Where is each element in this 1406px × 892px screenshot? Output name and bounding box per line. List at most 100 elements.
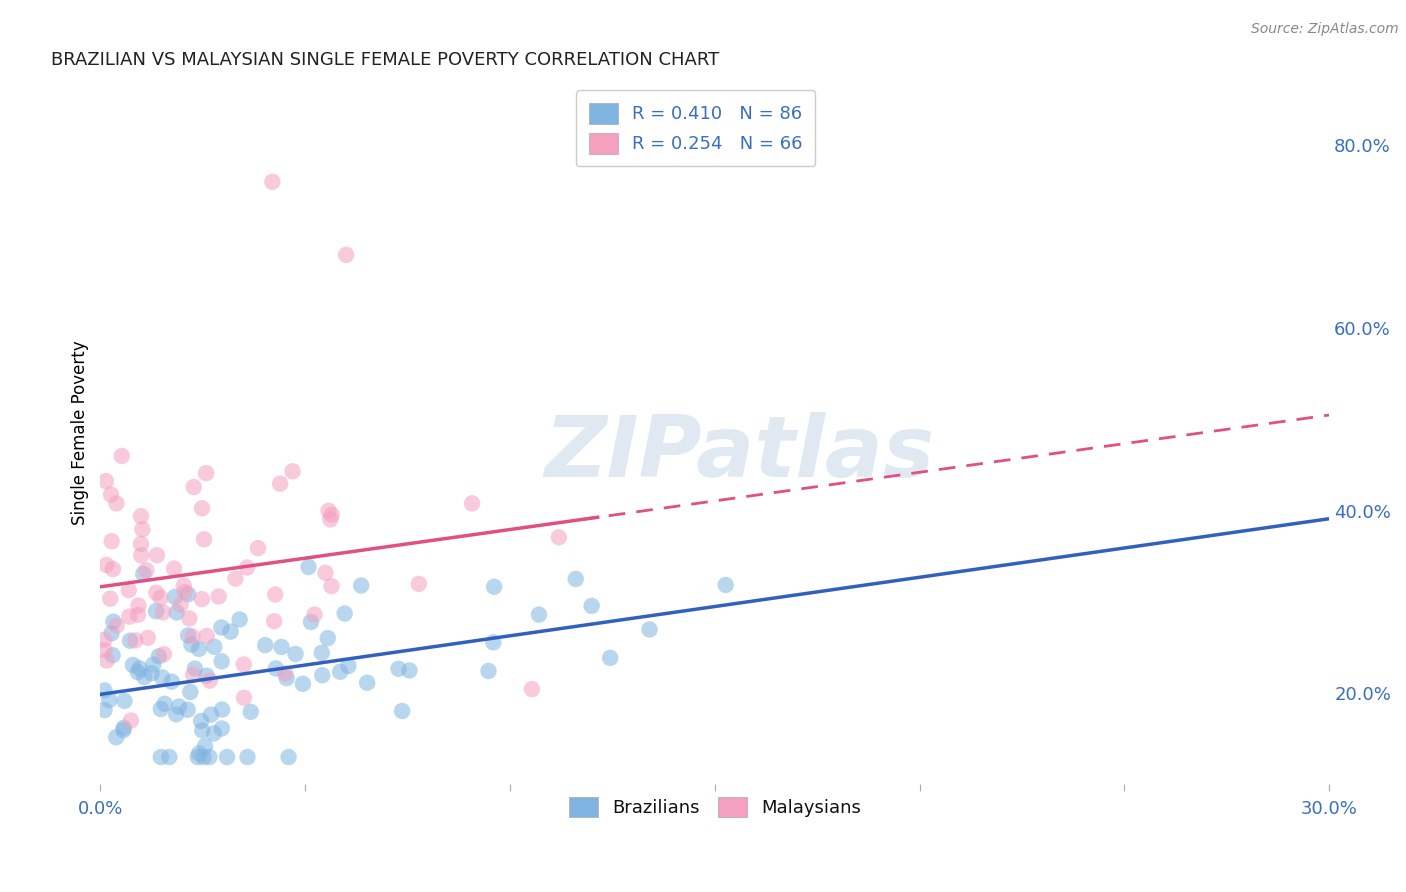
Point [281,464,304,478]
Point [153,647,176,661]
Point [232,657,254,672]
Point [135,563,157,577]
Point [127,607,149,622]
Point [321,579,343,593]
Point [127,599,149,613]
Point [101,562,124,576]
Point [100,626,122,640]
Point [187,750,209,764]
Point [118,633,141,648]
Text: BRAZILIAN VS MALAYSIAN SINGLE FEMALE POVERTY CORRELATION CHART: BRAZILIAN VS MALAYSIAN SINGLE FEMALE POV… [51,51,720,69]
Point [150,670,173,684]
Point [184,662,207,676]
Point [202,726,225,740]
Point [195,629,218,643]
Point [581,599,603,613]
Text: Source: ZipAtlas.com: Source: ZipAtlas.com [1251,22,1399,37]
Point [233,690,256,705]
Point [477,664,499,678]
Point [160,674,183,689]
Point [94,474,117,488]
Point [169,598,191,612]
Point [93,643,115,657]
Point [105,496,128,510]
Point [166,606,188,620]
Text: ZIPatlas: ZIPatlas [544,412,935,495]
Point [136,631,159,645]
Legend: Brazilians, Malaysians: Brazilians, Malaysians [561,789,868,824]
Point [215,750,238,764]
Point [270,640,292,654]
Point [408,577,430,591]
Point [311,668,333,682]
Point [122,658,145,673]
Point [202,640,225,654]
Point [146,548,169,562]
Point [131,522,153,536]
Point [149,702,172,716]
Point [547,530,569,544]
Point [314,566,336,580]
Point [127,665,149,680]
Point [304,607,326,622]
Point [187,641,209,656]
Point [318,504,340,518]
Point [198,750,221,764]
Point [103,615,125,629]
Point [264,661,287,675]
Point [176,703,198,717]
Point [274,666,297,681]
Point [181,668,204,682]
Point [291,677,314,691]
Point [335,248,357,262]
Point [219,624,242,639]
Point [129,509,152,524]
Point [93,703,115,717]
Point [193,750,215,764]
Point [564,572,586,586]
Point [284,647,307,661]
Point [638,623,661,637]
Point [191,723,214,738]
Point [321,508,343,522]
Point [112,721,135,735]
Point [181,630,204,644]
Point [167,699,190,714]
Point [198,673,221,688]
Point [112,723,135,738]
Point [224,572,246,586]
Point [277,750,299,764]
Point [165,707,187,722]
Point [98,693,121,707]
Point [239,705,262,719]
Point [599,651,621,665]
Point [337,659,360,673]
Point [100,487,122,501]
Point [96,558,118,572]
Point [93,683,115,698]
Point [105,731,128,745]
Point [262,175,284,189]
Point [398,664,420,678]
Point [211,722,233,736]
Point [177,587,200,601]
Point [153,697,176,711]
Point [177,628,200,642]
Point [520,682,543,697]
Point [209,620,232,634]
Point [299,615,322,629]
Point [329,665,352,679]
Point [183,480,205,494]
Point [236,750,259,764]
Point [142,657,165,672]
Point [129,549,152,563]
Point [297,560,319,574]
Point [356,675,378,690]
Point [311,646,333,660]
Point [211,702,233,716]
Point [179,611,201,625]
Point [194,739,217,753]
Point [128,661,150,675]
Point [124,633,146,648]
Point [93,632,115,647]
